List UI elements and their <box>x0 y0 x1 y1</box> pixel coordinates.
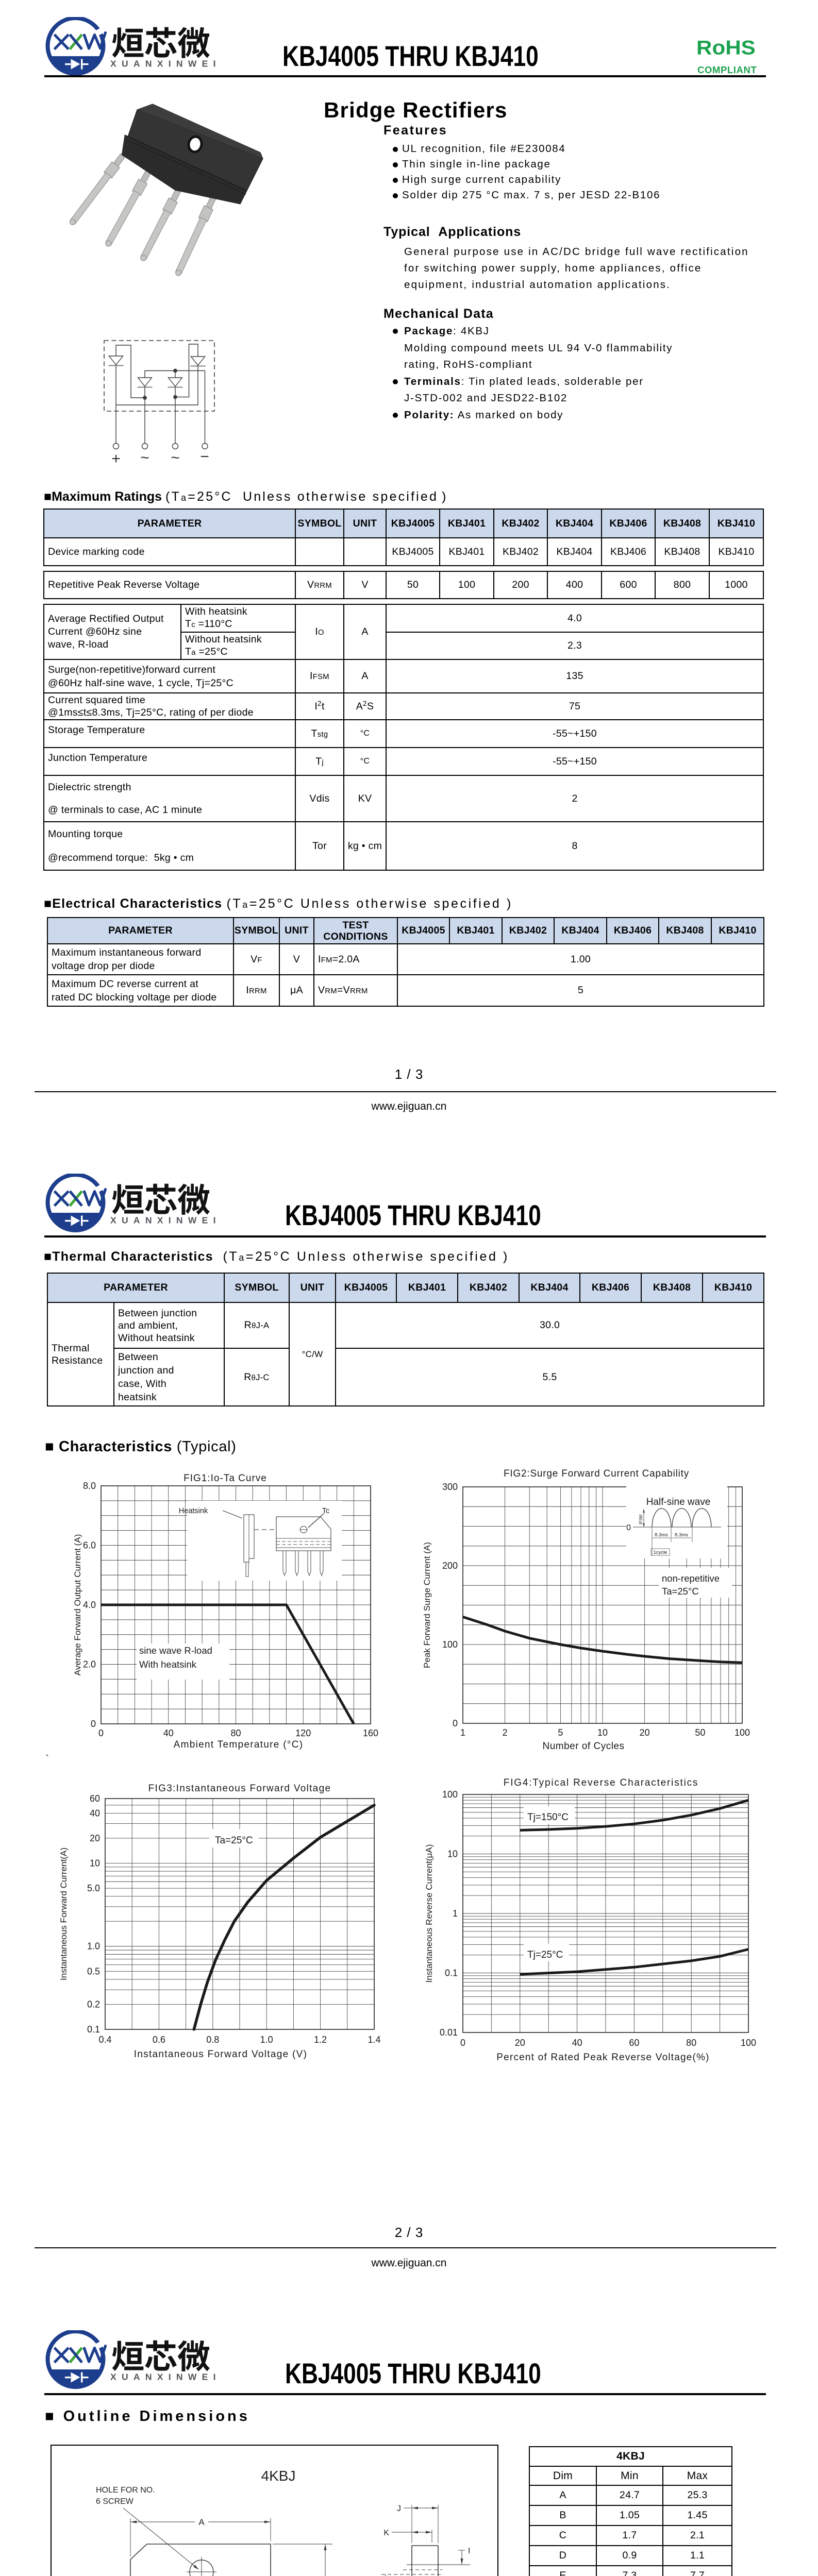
svg-text:2: 2 <box>503 1727 508 1738</box>
svg-text:K: K <box>383 2529 389 2537</box>
svg-text:5: 5 <box>558 1727 563 1738</box>
svg-text:4.0: 4.0 <box>83 1600 96 1610</box>
svg-text:~: ~ <box>171 449 180 466</box>
svg-text:Ta=25°C: Ta=25°C <box>662 1586 699 1597</box>
svg-text:10: 10 <box>597 1727 608 1738</box>
svg-text:6 SCREW: 6 SCREW <box>96 2497 134 2506</box>
svg-text:0: 0 <box>91 1719 96 1729</box>
svg-text:20: 20 <box>515 2038 525 2048</box>
svg-text:FIG1:Io-Ta Curve: FIG1:Io-Ta Curve <box>183 1473 267 1484</box>
svg-text:20: 20 <box>640 1727 650 1738</box>
svg-text:A: A <box>198 2517 205 2527</box>
svg-text:100: 100 <box>741 2038 756 2048</box>
svg-text:0: 0 <box>98 1728 104 1738</box>
svg-text:8.3ms: 8.3ms <box>675 1532 688 1538</box>
svg-text:I: I <box>468 2547 470 2555</box>
svg-text:40: 40 <box>163 1728 174 1738</box>
svg-text:XUANXINWEI: XUANXINWEI <box>110 59 219 69</box>
svg-text:10: 10 <box>90 1858 100 1869</box>
svg-text:0.4: 0.4 <box>98 2035 111 2045</box>
svg-text:10: 10 <box>447 1849 458 1859</box>
svg-text:80: 80 <box>230 1728 241 1738</box>
svg-text:120: 120 <box>295 1728 311 1738</box>
svg-text:Instantaneous Reverse Current(: Instantaneous Reverse Current(μA) <box>424 1844 434 1983</box>
svg-text:6.0: 6.0 <box>83 1540 96 1551</box>
svg-text:100: 100 <box>442 1639 458 1650</box>
svg-text:−: − <box>200 448 209 465</box>
svg-text:FIG2:Surge Forward Current Cap: FIG2:Surge Forward Current Capability <box>504 1468 689 1479</box>
svg-text:Average Forward Output Current: Average Forward Output Current (A) <box>73 1534 82 1676</box>
svg-text:0.8: 0.8 <box>206 2035 219 2045</box>
svg-text:80: 80 <box>686 2038 696 2048</box>
svg-text:5.0: 5.0 <box>87 1883 100 1893</box>
svg-text:0.1: 0.1 <box>87 2024 100 2035</box>
svg-text:Heatsink: Heatsink <box>179 1507 208 1515</box>
svg-text:Ta=25°C: Ta=25°C <box>215 1835 253 1846</box>
svg-text:0.01: 0.01 <box>440 2027 458 2038</box>
svg-text:Ambient Temperature (°C): Ambient Temperature (°C) <box>174 1739 304 1750</box>
svg-text:FIG3:Instantaneous Forward Vol: FIG3:Instantaneous Forward Voltage <box>148 1783 331 1794</box>
svg-text:1.0: 1.0 <box>87 1941 100 1952</box>
svg-text:J: J <box>397 2504 401 2513</box>
svg-text:XUANXINWEI: XUANXINWEI <box>110 2372 219 2382</box>
svg-text:IFSM: IFSM <box>639 1515 643 1524</box>
svg-text:300: 300 <box>442 1482 458 1492</box>
svg-text:Tj=150°C: Tj=150°C <box>527 1812 569 1823</box>
svg-text:60: 60 <box>90 1793 100 1804</box>
svg-text:40: 40 <box>90 1808 100 1818</box>
svg-text:HOLE FOR NO.: HOLE FOR NO. <box>96 2486 155 2495</box>
svg-text:4KBJ: 4KBJ <box>261 2468 296 2484</box>
svg-text:0.5: 0.5 <box>87 1966 100 1976</box>
svg-text:Number of Cycles: Number of Cycles <box>543 1741 625 1752</box>
svg-text:0: 0 <box>453 1718 458 1728</box>
svg-text:60: 60 <box>629 2038 639 2048</box>
svg-text:Peak Forward Surge Current (A): Peak Forward Surge Current (A) <box>422 1542 432 1668</box>
svg-text:non-repetitive: non-repetitive <box>662 1573 720 1584</box>
svg-text:With heatsink: With heatsink <box>139 1659 197 1670</box>
svg-text:8.3ms: 8.3ms <box>655 1532 668 1538</box>
svg-text:Percent of Rated Peak Reverse: Percent of Rated Peak Reverse Voltage(%) <box>496 2052 709 2063</box>
svg-text:0.1: 0.1 <box>445 1968 458 1978</box>
svg-text:1.0: 1.0 <box>260 2035 273 2045</box>
svg-text:FIG4:Typical Reverse Character: FIG4:Typical Reverse Characteristics <box>504 1777 698 1788</box>
svg-text:200: 200 <box>442 1561 458 1571</box>
svg-text:1: 1 <box>453 1908 458 1919</box>
svg-text:+: + <box>111 450 121 467</box>
svg-text:~: ~ <box>140 449 149 466</box>
svg-text:Instantaneous Forward Current(: Instantaneous Forward Current(A) <box>59 1848 69 1980</box>
svg-text:Tc: Tc <box>322 1507 330 1515</box>
svg-text:Half-sine wave: Half-sine wave <box>646 1497 711 1507</box>
svg-text:100: 100 <box>734 1727 750 1738</box>
svg-text:100: 100 <box>442 1789 458 1800</box>
svg-text:160: 160 <box>363 1728 378 1738</box>
svg-text:0: 0 <box>460 2038 465 2048</box>
svg-text:20: 20 <box>90 1833 100 1843</box>
svg-text:Tj=25°C: Tj=25°C <box>527 1950 563 1960</box>
svg-text:Instantaneous Forward Voltage: Instantaneous Forward Voltage (V) <box>134 2049 308 2060</box>
svg-text:8.0: 8.0 <box>83 1481 96 1491</box>
svg-text:1: 1 <box>460 1727 465 1738</box>
svg-text:sine wave R-load: sine wave R-load <box>139 1645 212 1656</box>
svg-text:XUANXINWEI: XUANXINWEI <box>110 1215 219 1226</box>
svg-text:1.2: 1.2 <box>314 2035 327 2045</box>
svg-text:1.4: 1.4 <box>368 2035 380 2045</box>
svg-text:0: 0 <box>626 1523 631 1532</box>
svg-text:0.6: 0.6 <box>153 2035 165 2045</box>
svg-text:1cycle: 1cycle <box>654 1550 667 1555</box>
svg-text:50: 50 <box>695 1727 705 1738</box>
svg-text:2.0: 2.0 <box>83 1659 96 1670</box>
svg-text:40: 40 <box>572 2038 582 2048</box>
svg-text:0.2: 0.2 <box>87 1999 100 2010</box>
